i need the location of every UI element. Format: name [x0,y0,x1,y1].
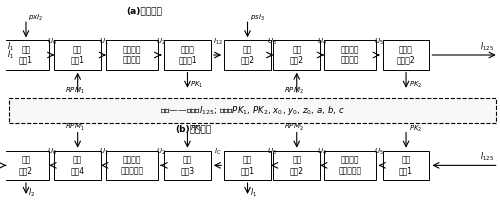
FancyBboxPatch shape [274,151,320,180]
Text: $U_2$: $U_2$ [156,147,166,157]
Text: 由外向内
柱面逆衍射: 由外向内 柱面逆衍射 [120,156,144,175]
Text: $PK_1$: $PK_1$ [190,80,203,91]
Text: $U_3$: $U_3$ [267,147,277,157]
FancyBboxPatch shape [106,151,158,180]
Text: $PK_1$: $PK_1$ [190,124,203,134]
Text: 由内向外
柱面逆衍射: 由内向外 柱面逆衍射 [338,156,361,175]
Text: 相位
调制2: 相位 调制2 [290,156,304,175]
Text: $U_5$: $U_5$ [374,36,384,47]
Text: 复数
组合1: 复数 组合1 [19,45,33,65]
FancyBboxPatch shape [54,40,101,70]
FancyBboxPatch shape [8,98,496,123]
Text: 传输——密文：$I_{125}$; 秘钥：$PK_1$, $PK_2$, $x_0$, $y_0$, $z_0$, $a$, $b$, $c$: 传输——密文：$I_{125}$; 秘钥：$PK_1$, $PK_2$, $x_… [160,104,345,117]
FancyBboxPatch shape [2,151,50,180]
Text: $U_5$: $U_5$ [374,147,384,157]
Text: $PK_2$: $PK_2$ [408,124,422,134]
Text: $RPM_1$: $RPM_1$ [66,85,85,96]
FancyBboxPatch shape [2,40,50,70]
Text: $U_0$: $U_0$ [47,36,57,47]
Text: 复数
组合2: 复数 组合2 [240,45,254,65]
FancyBboxPatch shape [224,40,271,70]
Text: $pxI_2$: $pxI_2$ [28,13,44,23]
Text: $U_4$: $U_4$ [317,36,327,47]
Text: $RPM_2$: $RPM_2$ [284,85,304,96]
Text: $I_{125}$: $I_{125}$ [480,151,494,163]
Text: $U_3$: $U_3$ [267,36,277,47]
Text: $I_2$: $I_2$ [28,186,35,199]
Text: $PK_2$: $PK_2$ [408,80,422,91]
FancyBboxPatch shape [164,151,211,180]
Text: $U_2$: $U_2$ [156,36,166,47]
FancyBboxPatch shape [54,151,101,180]
Text: $psI_3$: $psI_3$ [250,13,265,23]
Text: $I_1$: $I_1$ [8,49,14,61]
Text: 相位保
留截断2: 相位保 留截断2 [396,45,415,65]
Text: 由内向外
柱面衍射: 由内向外 柱面衍射 [340,45,359,65]
Text: $U_4$: $U_4$ [317,147,327,157]
Text: $U_0$: $U_0$ [47,147,57,157]
Text: 复数
分离1: 复数 分离1 [240,156,254,175]
Text: $I_{125}$: $I_{125}$ [480,40,494,53]
Text: 相位
调制1: 相位 调制1 [70,45,85,65]
Text: $U_1$: $U_1$ [98,36,108,47]
Text: $I_1$: $I_1$ [250,186,257,199]
FancyBboxPatch shape [106,40,158,70]
Text: $I_{12}$: $I_{12}$ [212,36,222,47]
Text: (a)加密过程: (a)加密过程 [126,7,162,16]
Text: (b)解密过程: (b)解密过程 [176,124,212,133]
Text: 相位
调制3: 相位 调制3 [180,156,194,175]
FancyBboxPatch shape [324,40,376,70]
Text: 相位
调制4: 相位 调制4 [70,156,85,175]
FancyBboxPatch shape [224,151,271,180]
Text: $RPM_1'$: $RPM_1'$ [66,122,85,134]
FancyBboxPatch shape [382,151,430,180]
Text: $RPM_2'$: $RPM_2'$ [284,122,304,134]
Text: 由外向内
柱面衍射: 由外向内 柱面衍射 [122,45,141,65]
FancyBboxPatch shape [324,151,376,180]
Text: $I_1$: $I_1$ [7,40,14,53]
Text: $I_C$: $I_C$ [214,147,221,157]
Text: 相位保
留截断1: 相位保 留截断1 [178,45,197,65]
FancyBboxPatch shape [274,40,320,70]
Text: $U_1$: $U_1$ [98,147,108,157]
Text: 相位
调制2: 相位 调制2 [290,45,304,65]
Text: 相位
调制1: 相位 调制1 [399,156,413,175]
FancyBboxPatch shape [382,40,430,70]
Text: 复数
分离2: 复数 分离2 [19,156,33,175]
FancyBboxPatch shape [164,40,211,70]
